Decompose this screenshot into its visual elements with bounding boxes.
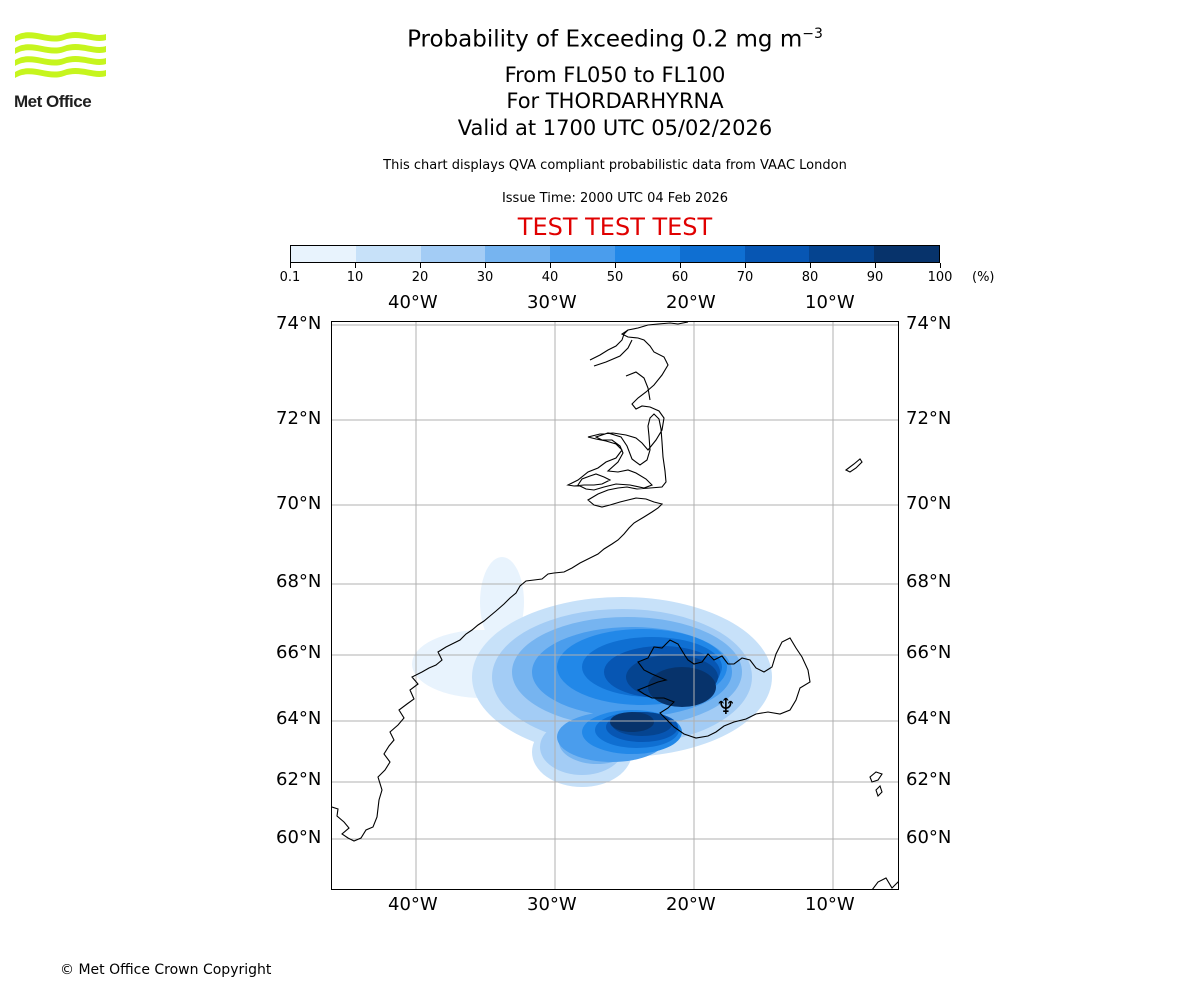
colorbar-segment bbox=[874, 246, 939, 262]
lon-label-bottom-40w: 40°W bbox=[388, 894, 438, 915]
lat-label-right-68n: 68°N bbox=[906, 571, 952, 592]
colorbar-tick bbox=[354, 263, 356, 268]
coastlines bbox=[332, 322, 898, 889]
chart-title: Probability of Exceeding 0.2 mg m−3 bbox=[0, 26, 1200, 53]
lat-label-right-60n: 60°N bbox=[906, 827, 952, 848]
met-office-logo bbox=[12, 28, 112, 118]
colorbar-tick-label: 60 bbox=[671, 270, 689, 285]
iceland-coast bbox=[636, 637, 811, 739]
lon-label-top-10w: 10°W bbox=[805, 292, 855, 313]
colorbar-tick bbox=[744, 263, 746, 268]
colorbar-segment bbox=[291, 246, 356, 262]
lat-label-left-70n: 70°N bbox=[276, 493, 322, 514]
issue-time: Issue Time: 2000 UTC 04 Feb 2026 bbox=[501, 191, 729, 206]
colorbar-tick-label: 50 bbox=[606, 270, 624, 285]
lat-label-left-62n: 62°N bbox=[276, 769, 322, 790]
colorbar-tick bbox=[484, 263, 486, 268]
colorbar-tick-label: 0.1 bbox=[279, 270, 301, 285]
gridlines bbox=[332, 322, 898, 889]
colorbar-segment bbox=[485, 246, 551, 262]
title-exponent: −3 bbox=[802, 26, 823, 42]
logo-text: Met Office bbox=[14, 92, 92, 111]
colorbar-tick bbox=[874, 263, 876, 268]
volcano-icon: ♆ bbox=[716, 695, 736, 720]
greenland-fjord-1 bbox=[589, 329, 629, 361]
lon-label-bottom-30w: 30°W bbox=[527, 894, 577, 915]
lat-label-right-66n: 66°N bbox=[906, 642, 952, 663]
greenland-coast bbox=[332, 322, 689, 842]
test-banner: TEST TEST TEST bbox=[517, 213, 713, 241]
colorbar-tick-label: 10 bbox=[346, 270, 364, 285]
lon-label-top-20w: 20°W bbox=[666, 292, 716, 313]
faroe-coast-1 bbox=[869, 771, 883, 783]
lon-label-top-30w: 30°W bbox=[527, 292, 577, 313]
lat-label-right-74n: 74°N bbox=[906, 313, 952, 334]
colorbar-tick bbox=[809, 263, 811, 268]
ash-probability-plume bbox=[412, 557, 772, 787]
colorbar-tick-label: 90 bbox=[866, 270, 884, 285]
flight-levels: From FL050 to FL100 bbox=[504, 63, 726, 87]
plume-contour bbox=[610, 712, 654, 732]
lat-label-left-60n: 60°N bbox=[276, 827, 322, 848]
colorbar-tick-label: 20 bbox=[411, 270, 429, 285]
colorbar-tick bbox=[419, 263, 421, 268]
greenland-fjord-3 bbox=[625, 371, 651, 401]
valid-time: Valid at 1700 UTC 05/02/2026 bbox=[457, 116, 773, 140]
lon-label-bottom-10w: 10°W bbox=[805, 894, 855, 915]
map-panel: ♆ bbox=[331, 321, 899, 890]
met-office-waves-icon bbox=[15, 32, 106, 78]
lat-label-left-74n: 74°N bbox=[276, 313, 322, 334]
copyright: © Met Office Crown Copyright bbox=[60, 962, 272, 978]
colorbar-segment bbox=[679, 246, 745, 262]
colorbar-segment bbox=[809, 246, 875, 262]
colorbar-segment bbox=[614, 246, 680, 262]
lat-label-left-68n: 68°N bbox=[276, 571, 322, 592]
lon-label-bottom-20w: 20°W bbox=[666, 894, 716, 915]
colorbar-tick-label: 40 bbox=[541, 270, 559, 285]
lat-label-right-62n: 62°N bbox=[906, 769, 952, 790]
map-svg: ♆ bbox=[332, 322, 898, 889]
colorbar-segment bbox=[550, 246, 615, 262]
colorbar-unit: (%) bbox=[972, 270, 995, 285]
lat-label-right-64n: 64°N bbox=[906, 708, 952, 729]
colorbar-segment bbox=[355, 246, 421, 262]
faroe-coast-2 bbox=[875, 784, 883, 798]
chart-description: This chart displays QVA compliant probab… bbox=[383, 158, 847, 173]
volcano-name: For THORDARHYRNA bbox=[506, 89, 724, 113]
lat-label-left-64n: 64°N bbox=[276, 708, 322, 729]
volcano-marker: ♆ bbox=[716, 695, 736, 720]
colorbar-tick bbox=[939, 263, 941, 268]
lat-label-right-72n: 72°N bbox=[906, 408, 952, 429]
colorbar-segment bbox=[744, 246, 810, 262]
colorbar-tick-label: 70 bbox=[736, 270, 754, 285]
colorbar-tick-label: 80 bbox=[801, 270, 819, 285]
title-main: Probability of Exceeding 0.2 mg m bbox=[407, 26, 803, 53]
lat-label-left-72n: 72°N bbox=[276, 408, 322, 429]
lon-label-top-40w: 40°W bbox=[388, 292, 438, 313]
colorbar-segment bbox=[420, 246, 486, 262]
lat-label-left-66n: 66°N bbox=[276, 642, 322, 663]
greenland-fjord-2 bbox=[593, 339, 633, 367]
colorbar bbox=[290, 245, 940, 263]
colorbar-tick-label: 100 bbox=[927, 270, 953, 285]
jan-mayen-coast bbox=[844, 458, 863, 473]
colorbar-tick bbox=[614, 263, 616, 268]
colorbar-tick bbox=[679, 263, 681, 268]
colorbar-tick-label: 30 bbox=[476, 270, 494, 285]
colorbar-tick bbox=[289, 263, 291, 268]
colorbar-tick bbox=[549, 263, 551, 268]
plume-contour bbox=[648, 667, 716, 707]
shetland-coast bbox=[872, 877, 898, 889]
lat-label-right-70n: 70°N bbox=[906, 493, 952, 514]
